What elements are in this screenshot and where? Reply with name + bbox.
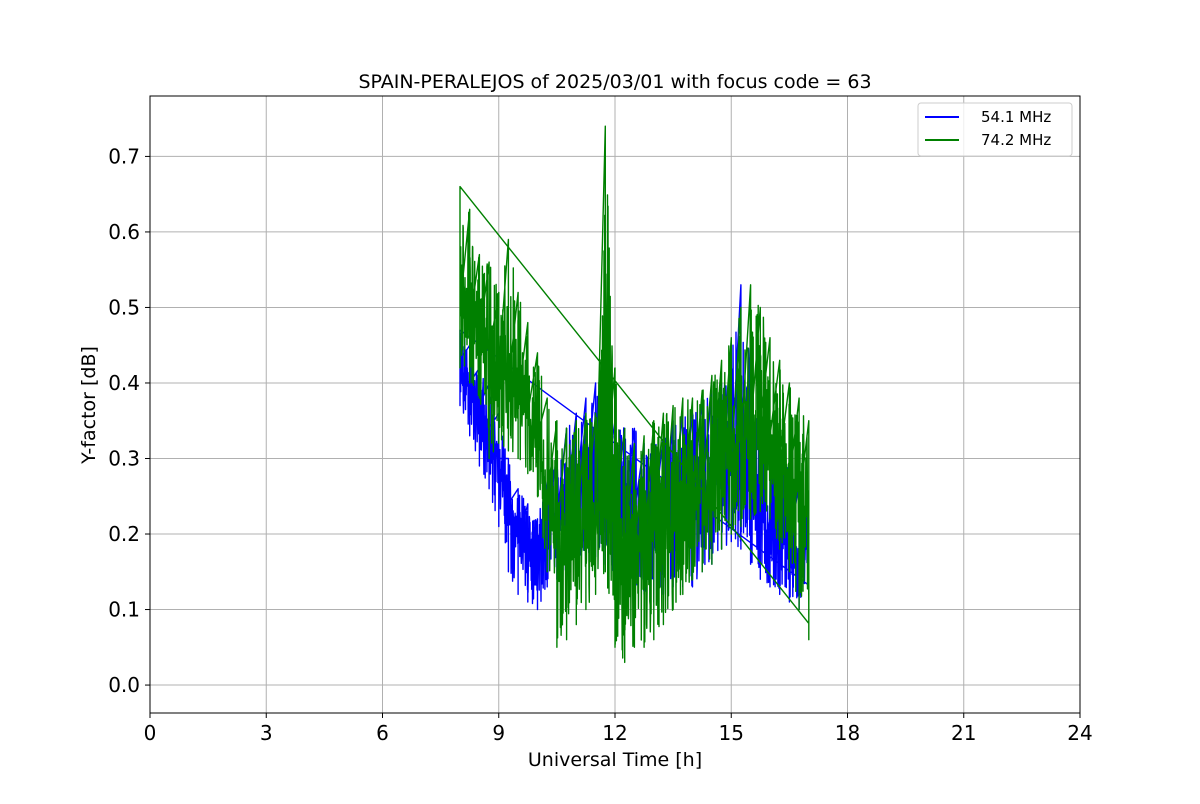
y-axis-label: Y-factor [dB]	[78, 346, 100, 465]
series-layer	[459, 125, 810, 664]
legend-label-54mhz: 54.1 MHz	[981, 108, 1051, 126]
series-line-74mhz	[459, 125, 810, 664]
x-tick-label: 21	[951, 721, 976, 745]
y-tick-label: 0.5	[108, 295, 140, 319]
y-tick-label: 0.3	[108, 446, 140, 470]
x-tick-label: 6	[376, 721, 389, 745]
x-tick-label: 24	[1067, 721, 1092, 745]
y-tick-label: 0.7	[108, 144, 140, 168]
legend-label-74mhz: 74.2 MHz	[981, 131, 1051, 149]
x-tick-label: 18	[835, 721, 860, 745]
x-axis-label: Universal Time [h]	[528, 749, 702, 771]
x-tick-label: 9	[492, 721, 505, 745]
y-tick-label: 0.4	[108, 371, 140, 395]
y-tick-label: 0.2	[108, 522, 140, 546]
x-tick-label: 15	[719, 721, 744, 745]
legend: 54.1 MHz 74.2 MHz	[917, 102, 1073, 157]
x-tick-label: 3	[260, 721, 273, 745]
x-tick-label: 12	[602, 721, 627, 745]
chart-title: SPAIN-PERALEJOS of 2025/03/01 with focus…	[358, 71, 871, 93]
x-tick-label: 0	[144, 721, 157, 745]
y-tick-label: 0.6	[108, 220, 140, 244]
axis-ticks: 0 3 6 9 12 15 18 21 24 0.0 0.1 0.2 0.3 0.4 0.5 0.6 0.7	[108, 144, 1093, 745]
y-tick-label: 0.1	[108, 598, 140, 622]
y-tick-label: 0.0	[108, 673, 140, 697]
